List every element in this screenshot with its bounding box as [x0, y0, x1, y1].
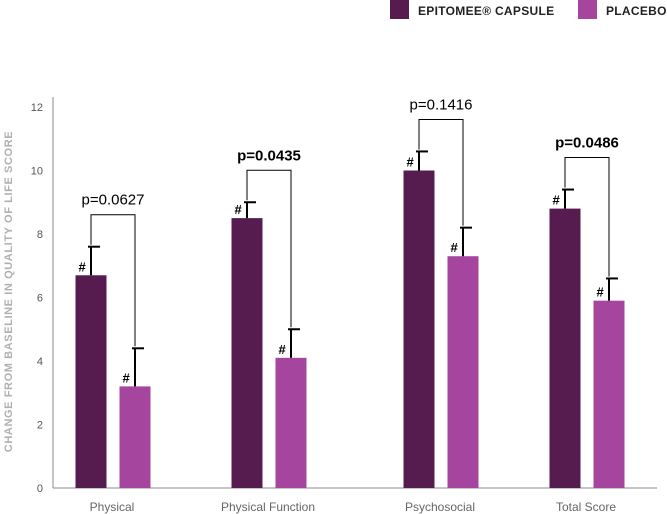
comparison-bracket: [90, 214, 136, 347]
bar-epitomee: [549, 208, 581, 488]
p-value-label: p=0.1416: [410, 96, 473, 113]
comparison-bracket: [564, 157, 610, 277]
y-tick-label: 12: [31, 102, 43, 114]
bar-placebo: [275, 357, 307, 488]
bar-epitomee: [403, 170, 435, 488]
significance-marker: #: [279, 342, 287, 357]
p-value-label: p=0.0627: [82, 192, 145, 209]
x-tick-label: Physical: [90, 500, 135, 514]
y-tick-label: 10: [31, 166, 43, 178]
p-value-label: p=0.0486: [555, 135, 619, 152]
legend-label-1: EPITOMEE® CAPSULE: [418, 4, 554, 18]
y-tick-label: 0: [37, 483, 43, 495]
significance-marker: #: [451, 240, 459, 255]
y-axis-title: CHANGE FROM BASELINE IN QUALITY OF LIFE …: [3, 131, 15, 452]
p-value-label: p=0.0435: [237, 147, 301, 164]
bar-epitomee: [75, 275, 107, 488]
significance-marker: #: [407, 155, 415, 170]
bar-placebo: [447, 256, 479, 488]
legend-swatch-1: [390, 0, 409, 19]
x-tick-label: Psychosocial: [405, 500, 475, 514]
y-tick-label: 8: [37, 229, 43, 241]
bar-epitomee: [231, 218, 263, 488]
y-tick-label: 6: [37, 293, 43, 305]
bar-placebo: [119, 386, 151, 488]
legend-swatch-2: [578, 0, 597, 19]
comparison-bracket: [246, 169, 292, 328]
significance-marker: #: [597, 285, 605, 300]
y-tick-label: 4: [37, 356, 43, 368]
significance-marker: #: [553, 193, 561, 208]
bar-placebo: [593, 300, 625, 488]
x-tick-label: Physical Function: [221, 500, 315, 514]
significance-marker: #: [235, 202, 243, 217]
significance-marker: #: [79, 259, 87, 274]
significance-marker: #: [123, 370, 131, 385]
legend-label-2: PLACEBO: [606, 4, 667, 18]
comparison-bracket: [418, 118, 464, 226]
x-tick-label: Total Score: [556, 500, 616, 514]
y-tick-label: 2: [37, 420, 43, 432]
